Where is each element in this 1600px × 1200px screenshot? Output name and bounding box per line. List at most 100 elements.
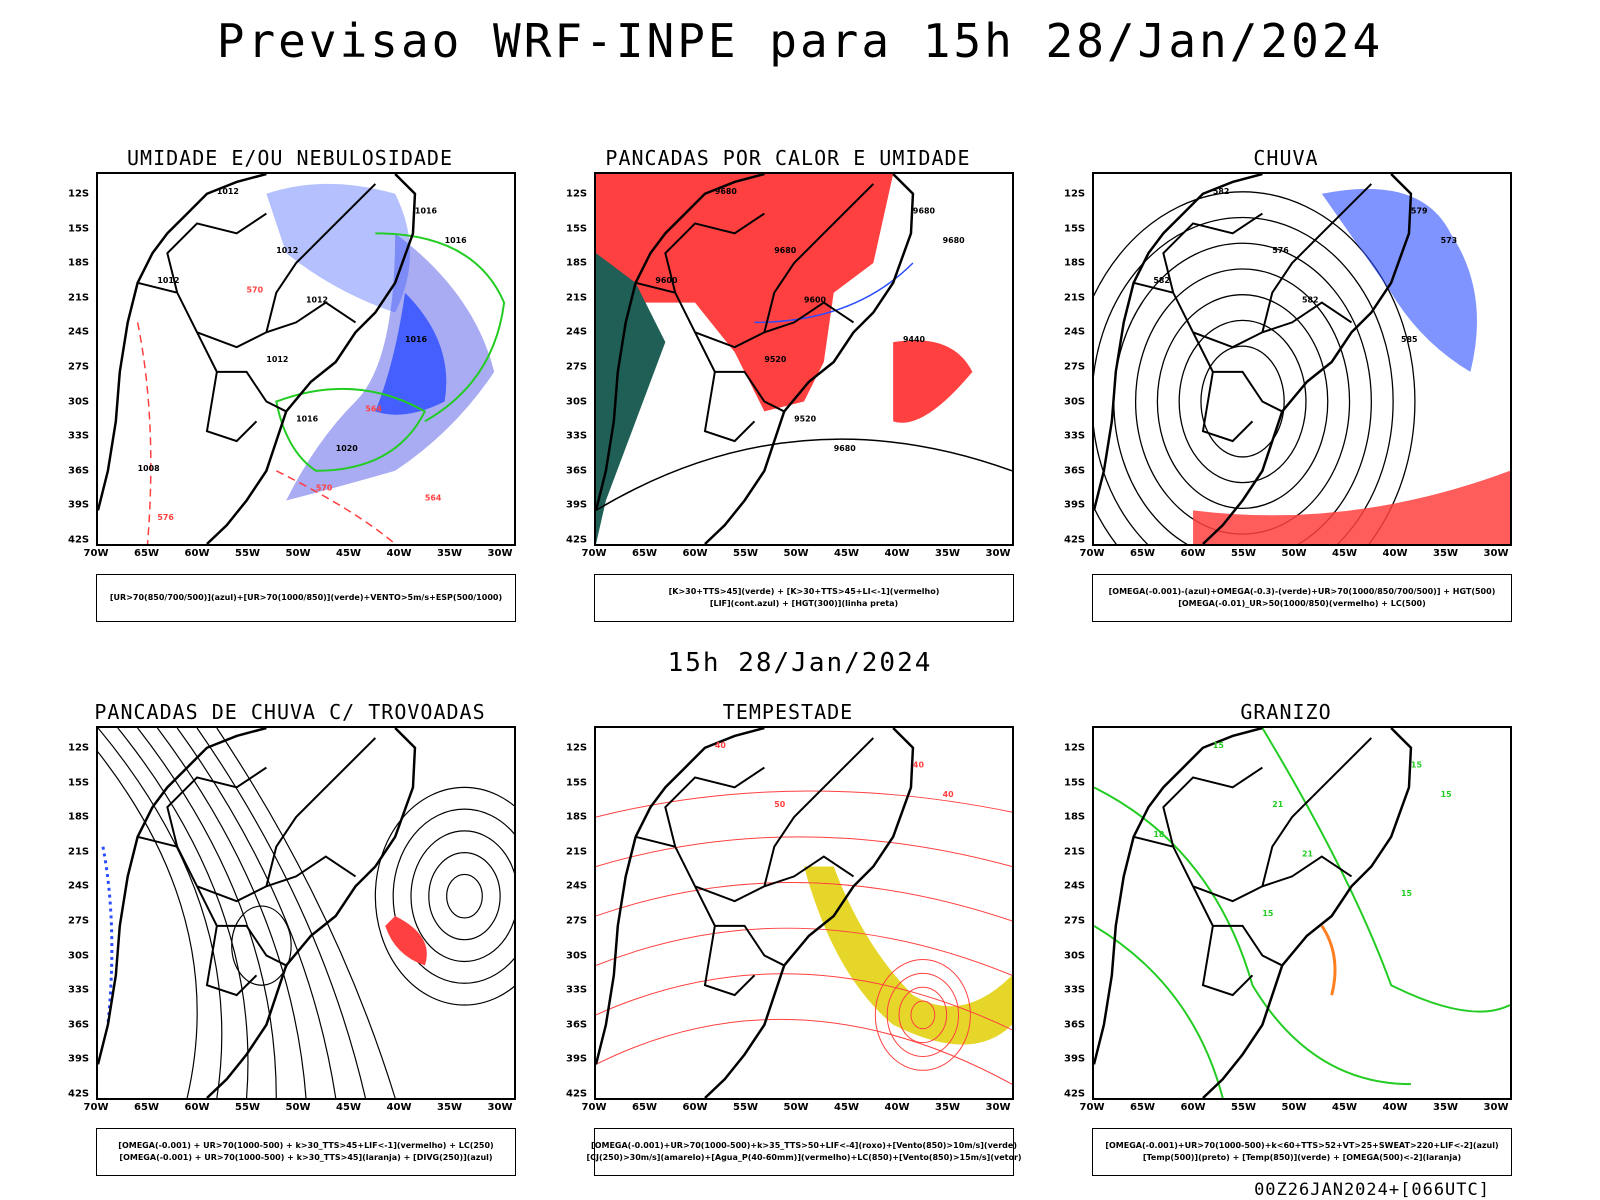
lon-label: 55W <box>733 548 758 559</box>
lon-label: 30W <box>985 1102 1011 1113</box>
lon-label: 30W <box>487 1102 513 1113</box>
lon-label: 35W <box>935 548 960 559</box>
contour-label: 9680 <box>834 444 857 453</box>
panel-title: GRANIZO <box>1240 700 1332 724</box>
lon-label: 30W <box>1483 1102 1509 1113</box>
lat-label: 33S <box>566 984 588 996</box>
lat-label: 18S <box>566 811 588 823</box>
lon-label: 55W <box>235 1102 260 1113</box>
lon-label: 30W <box>487 548 513 559</box>
lon-label: 60W <box>682 1102 708 1113</box>
lat-label: 12S <box>566 742 588 754</box>
instability-area <box>893 340 973 423</box>
water-contour <box>898 986 948 1044</box>
panel-tempestade: TEMPESTADE 12S 15S 18S 21S 24S 27S 30S 33S 36S 39S… <box>548 700 1028 1200</box>
omega-area <box>1320 925 1337 996</box>
temp850-contour <box>1094 925 1224 1098</box>
legend-line: [OMEGA(-0.001)+UR>70(1000-500)+k>35_TTS>… <box>591 1141 1017 1150</box>
contour-label: 1012 <box>266 355 288 364</box>
lat-label: 27S <box>68 915 90 927</box>
lon-label: 35W <box>935 1102 960 1113</box>
coastline <box>98 728 417 1098</box>
lat-label: 30S <box>566 950 588 962</box>
thickness-line <box>136 322 152 544</box>
water-contour <box>596 790 1012 818</box>
contour-label: 9440 <box>903 335 926 344</box>
lat-label: 36S <box>68 465 90 477</box>
streamline <box>98 751 198 1098</box>
contour-label: 15 <box>1213 741 1224 750</box>
coastline <box>98 174 417 544</box>
contour-label: 573 <box>1441 236 1458 245</box>
water-contour <box>596 973 1012 1031</box>
lat-label: 42S <box>68 1088 90 1100</box>
lat-label: 15S <box>566 223 588 235</box>
legend-line: [OMEGA(-0.001) + UR>70(1000-500) + k>30_… <box>119 1153 493 1162</box>
water-contour <box>910 1000 936 1030</box>
rain-area <box>1193 470 1510 544</box>
contour-label: 585 <box>1401 335 1418 344</box>
contour-label: 15 <box>1262 909 1273 918</box>
lon-label: 45W <box>1332 1102 1357 1113</box>
lat-label: 21S <box>566 292 588 304</box>
legend-line: [OMEGA(-0.01)_UR>50(1000/850)(vermelho) … <box>1178 599 1426 608</box>
lon-label: 45W <box>336 548 361 559</box>
country-border <box>1133 737 1373 997</box>
contour-label: 564 <box>425 493 442 502</box>
rain-area-blue <box>1321 188 1477 372</box>
map-canvas: 15 15 15 21 18 21 15 15 <box>1094 728 1510 1098</box>
lon-label: 70W <box>83 548 109 559</box>
lat-label: 42S <box>68 534 90 546</box>
lat-label: 30S <box>68 396 90 408</box>
lat-label: 33S <box>1064 984 1086 996</box>
lat-label: 27S <box>566 915 588 927</box>
contour-label: 570 <box>316 484 333 493</box>
lon-label: 65W <box>134 1102 159 1113</box>
lat-label: 42S <box>566 534 588 546</box>
contour-label: 40 <box>913 761 925 770</box>
water-contour <box>886 972 960 1057</box>
contour-label: 9600 <box>655 276 678 285</box>
streamline <box>1156 294 1329 510</box>
lat-label: 27S <box>68 361 90 373</box>
panel-title: TEMPESTADE <box>722 700 854 724</box>
lat-label: 18S <box>1064 257 1086 269</box>
lat-label: 15S <box>1064 223 1086 235</box>
lon-label: 65W <box>134 548 159 559</box>
humidity-north-area <box>266 183 410 313</box>
map-frame: 40 40 40 50 <box>594 726 1014 1100</box>
lon-label: 35W <box>437 1102 462 1113</box>
streamline <box>1200 345 1285 458</box>
lon-label: 70W <box>581 1102 607 1113</box>
lon-label: 40W <box>386 548 412 559</box>
contour-label: 1008 <box>138 464 161 473</box>
panel-chuva: CHUVA 12S 15S 18S 21S 24S 27S 30S 33S 36S 39S 42S 70… <box>1046 146 1526 646</box>
lat-label: 15S <box>68 777 90 789</box>
lat-label: 36S <box>566 1019 588 1031</box>
lon-label: 55W <box>733 1102 758 1113</box>
legend-line: [K>30+TTS>45](verde) + [K>30+TTS>45+LI<-… <box>668 587 940 596</box>
lon-label: 60W <box>184 548 210 559</box>
contour-label: 582 <box>1302 296 1319 305</box>
contour-label: 9680 <box>943 236 966 245</box>
lat-label: 39S <box>68 1053 90 1065</box>
instability-area <box>596 174 894 412</box>
lat-label: 21S <box>1064 292 1086 304</box>
temp850-contour <box>1094 786 1411 1086</box>
lon-label: 70W <box>1079 1102 1105 1113</box>
contour-label: 1012 <box>306 296 328 305</box>
water-contour <box>596 836 1012 867</box>
lat-label: 24S <box>566 326 588 338</box>
contour-label: 15 <box>1411 761 1422 770</box>
legend-line: [OMEGA(-0.001) + UR>70(1000-500) + k>30_… <box>118 1141 494 1150</box>
lat-label: 15S <box>68 223 90 235</box>
green-contour <box>375 232 506 423</box>
country-border <box>635 183 875 443</box>
streamline <box>98 728 223 1098</box>
map-canvas: 9680 9680 9680 9680 9600 9600 9440 9520 9520 9680 <box>596 174 1012 544</box>
water-contour <box>874 959 971 1071</box>
contour-label: 1012 <box>157 276 179 285</box>
panel-pancadas-trovoadas: PANCADAS DE CHUVA C/ TROVOADAS 12S 15S 18S 2… <box>50 700 530 1200</box>
lon-label: 30W <box>985 548 1011 559</box>
contour-label: 576 <box>1272 246 1289 255</box>
